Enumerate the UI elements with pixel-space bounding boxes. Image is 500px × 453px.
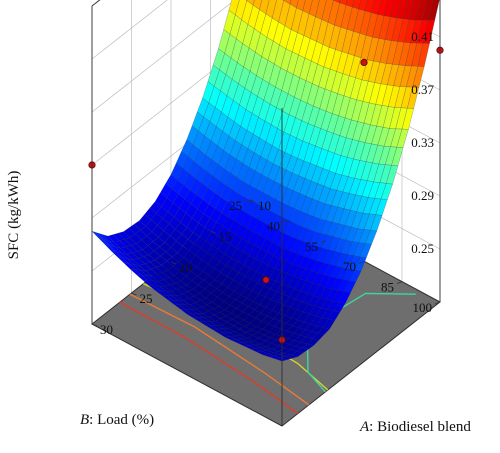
x-tick-label: 20 (179, 260, 192, 275)
x-tick-label: 10 (258, 198, 271, 213)
y-tick-label: 70 (343, 259, 356, 274)
y-axis-title: B: Load (%) (80, 412, 154, 428)
y-tick-label: 85 (381, 280, 394, 295)
y-tick-label: 25 (229, 198, 242, 213)
z-tick-label: 0.37 (411, 82, 434, 97)
y-tick-label: 40 (267, 218, 280, 233)
z-axis-title: SFC (kg/kWh) (6, 171, 22, 260)
y-tick-label: 55 (305, 239, 318, 254)
x-axis-title: A: Biodiesel blend (359, 419, 471, 435)
y-axis-title-text: : Load (%) (89, 412, 154, 428)
x-tick-label: 30 (100, 322, 113, 337)
design-point (263, 277, 269, 283)
y-axis-title-letter: B (80, 412, 89, 428)
x-tick-label: 25 (140, 291, 153, 306)
z-tick-label: 0.25 (411, 241, 434, 256)
x-axis-title-text: : Biodiesel blend (369, 419, 471, 435)
x-tick-label: 15 (219, 229, 232, 244)
y-tick-label: 100 (413, 300, 433, 315)
z-tick-label: 0.41 (411, 29, 434, 44)
design-point (361, 59, 367, 65)
z-tick-label: 0.29 (411, 188, 434, 203)
z-tick-label: 0.33 (411, 135, 434, 150)
